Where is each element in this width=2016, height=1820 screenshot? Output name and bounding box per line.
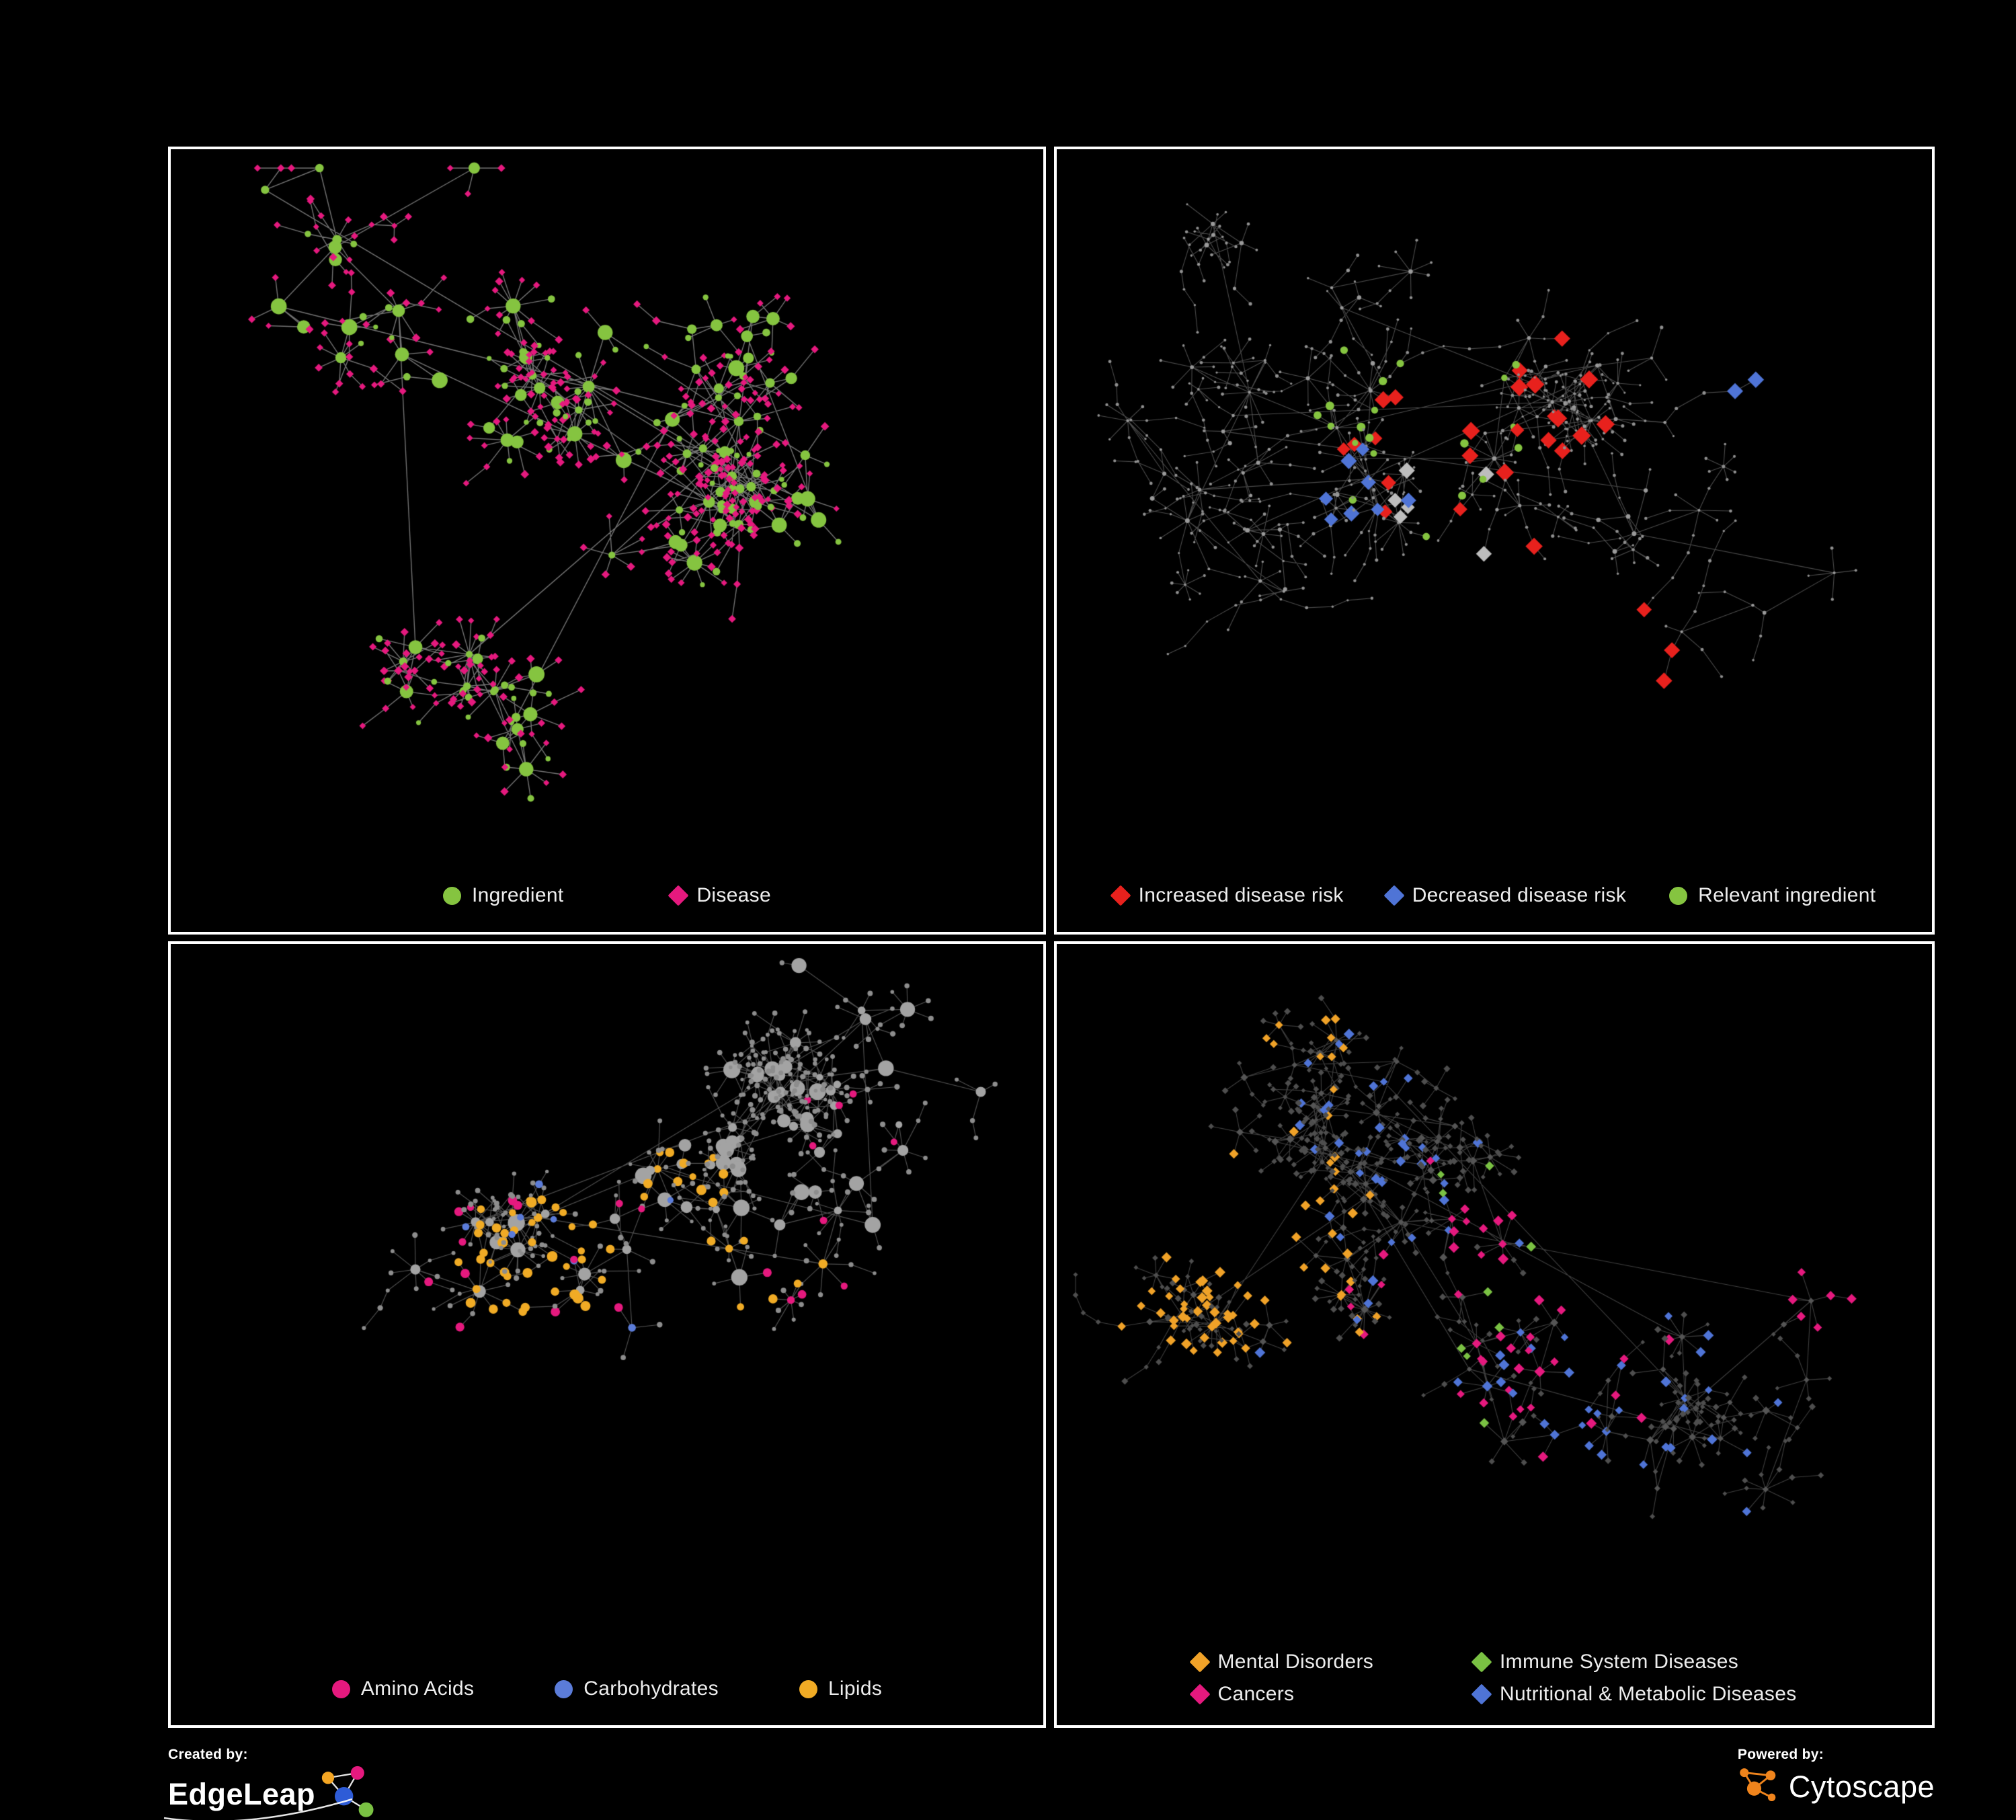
- legend-item: Carbohydrates: [555, 1677, 719, 1700]
- panel-disease-risk: Increased disease risk Decreased disease …: [1054, 147, 1935, 935]
- legend-ingredient-disease: Ingredient Disease: [171, 859, 1043, 932]
- legend-label: Cancers: [1217, 1683, 1295, 1705]
- legend-label: Carbohydrates: [583, 1677, 719, 1700]
- legend-item: Amino Acids: [331, 1677, 475, 1700]
- legend-item: Immune System Diseases: [1471, 1651, 1796, 1673]
- legend-label: Mental Disorders: [1217, 1651, 1374, 1673]
- diamond-swatch: [1471, 1684, 1492, 1705]
- legend-label: Amino Acids: [360, 1677, 475, 1700]
- panel-ingredient-disease: Ingredient Disease: [168, 147, 1046, 935]
- network-canvas-disease-class: [1057, 944, 1932, 1631]
- diamond-swatch: [1383, 885, 1405, 906]
- legend-item: Disease: [668, 884, 771, 907]
- legend-label: Lipids: [828, 1677, 883, 1700]
- edgeleap-node-green: [358, 1802, 374, 1817]
- legend-nutrient-class: Amino Acids Carbohydrates Lipids: [171, 1653, 1043, 1725]
- legend-label: Ingredient: [472, 884, 564, 906]
- legend-label: Increased disease risk: [1138, 884, 1344, 906]
- legend-disease-class: Mental Disorders Immune System Diseases Ca…: [1057, 1631, 1932, 1725]
- network-nutrient-class: [171, 944, 1043, 1653]
- legend-item: Relevant ingredient: [1669, 884, 1876, 907]
- legend-item: Increased disease risk: [1110, 884, 1344, 907]
- legend-item: Nutritional & Metabolic Diseases: [1471, 1683, 1797, 1706]
- network-disease-risk: [1057, 149, 1932, 859]
- network-canvas-nutrient-class: [171, 944, 1043, 1653]
- legend-label: Nutritional & Metabolic Diseases: [1500, 1683, 1797, 1705]
- panel-disease-class: Mental Disorders Immune System Diseases Ca…: [1054, 941, 1935, 1728]
- cytoscape-wordmark: Cytoscape: [1788, 1769, 1935, 1804]
- circle-swatch: [799, 1679, 817, 1698]
- legend-label: Disease: [696, 884, 771, 906]
- legend-label: Decreased disease risk: [1412, 884, 1627, 906]
- legend-item: Cancers: [1188, 1683, 1374, 1706]
- circle-swatch: [1669, 886, 1688, 905]
- diamond-swatch: [668, 885, 690, 906]
- cytoscape-node: [1740, 1768, 1749, 1778]
- diamond-swatch: [1471, 1651, 1492, 1673]
- panel-nutrient-class: Amino Acids Carbohydrates Lipids: [168, 941, 1046, 1728]
- circle-swatch: [443, 886, 462, 905]
- diamond-swatch: [1188, 1651, 1211, 1673]
- legend-item: Decreased disease risk: [1383, 884, 1627, 907]
- network-canvas-ingredient-disease: [171, 149, 1043, 859]
- cytoscape-icon: [1740, 1768, 1776, 1802]
- diamond-swatch: [1110, 885, 1131, 906]
- created-by-label: Created by:: [168, 1747, 248, 1762]
- legend-label: Relevant ingredient: [1698, 884, 1876, 906]
- network-ingredient-disease: [171, 149, 1043, 859]
- edgeleap-node-yellow: [321, 1772, 335, 1784]
- edgeleap-molecule-icon: [321, 1766, 374, 1817]
- powered-by-label: Powered by:: [1737, 1747, 1824, 1762]
- edgeleap-node-blue: [335, 1786, 354, 1806]
- legend-item: Ingredient: [443, 884, 563, 907]
- edgeleap-edges: [327, 1772, 367, 1811]
- legend-disease-risk: Increased disease risk Decreased disease …: [1057, 859, 1932, 932]
- cytoscape-logo: Cytoscape: [1738, 1766, 1935, 1807]
- edgeleap-wordmark: EdgeLeap: [168, 1776, 316, 1811]
- network-disease-class: [1057, 944, 1932, 1631]
- edgeleap-node-pink: [350, 1766, 364, 1780]
- network-canvas-disease-risk: [1057, 149, 1932, 859]
- cytoscape-node: [1765, 1770, 1776, 1781]
- cytoscape-edges: [1743, 1772, 1773, 1798]
- cytoscape-node: [1767, 1793, 1776, 1802]
- edgeleap-logo: EdgeLeap: [163, 1766, 378, 1820]
- circle-swatch: [555, 1679, 573, 1698]
- diamond-swatch: [1188, 1684, 1211, 1705]
- legend-item: Lipids: [799, 1677, 882, 1700]
- cytoscape-node: [1746, 1781, 1761, 1796]
- circle-swatch: [331, 1679, 350, 1698]
- created-by-block: Created by: EdgeLeap: [163, 1747, 378, 1820]
- legend-label: Immune System Diseases: [1500, 1651, 1739, 1673]
- powered-by-block: Powered by: Cytoscape: [1738, 1747, 1935, 1807]
- legend-item: Mental Disorders: [1188, 1651, 1374, 1673]
